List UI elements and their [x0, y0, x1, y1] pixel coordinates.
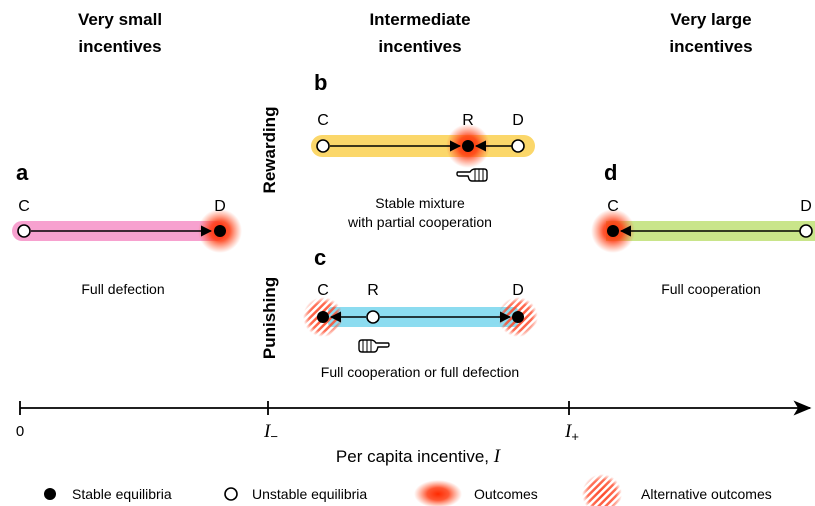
panel-c-pointing-hand-icon [358, 339, 390, 353]
header-mid-line1: Intermediate [369, 10, 470, 29]
panel-a-label: a [16, 160, 29, 185]
panel-d-left-label: C [607, 198, 619, 215]
panel-c-stable-right [512, 311, 524, 323]
panel-c-left-label: C [317, 282, 329, 299]
panel-a-left-label: C [18, 198, 30, 215]
panel-c-right-label: D [512, 282, 524, 299]
panel-b-label: b [314, 70, 327, 95]
panel-b-stable-point [462, 140, 474, 152]
panel-c-unstable-point [366, 310, 380, 324]
panel-b-caption-line1: Stable mixture [375, 195, 465, 211]
panel-a-caption: Full defection [81, 281, 164, 297]
panel-b-pointing-hand-icon [456, 168, 488, 182]
panel-b-right-label: D [512, 112, 524, 129]
panel-c-stable-left [317, 311, 329, 323]
panel-b-mid-label: R [462, 112, 474, 129]
panel-b-left-label: C [317, 112, 329, 129]
legend-alternative-label: Alternative outcomes [641, 486, 772, 502]
header-left-line1: Very small [78, 10, 162, 29]
legend-outcome-marker [414, 480, 462, 506]
axis-tick-label-plus: I+ [564, 421, 579, 444]
panel-c-mid-label: R [367, 282, 379, 299]
panel-b-caption-line2: with partial cooperation [347, 214, 492, 230]
legend-stable-label: Stable equilibria [72, 486, 172, 502]
legend-stable-marker [44, 488, 56, 500]
panel-b-unstable-right [511, 139, 525, 153]
panel-a-stable-point [214, 225, 226, 237]
legend-unstable-marker [224, 487, 238, 501]
axis-tick-label-minus: I− [263, 421, 278, 444]
header-mid-line2: incentives [378, 37, 461, 56]
header-right-line1: Very large [670, 10, 751, 29]
panel-c-caption: Full cooperation or full defection [321, 364, 519, 380]
legend-unstable-label: Unstable equilibria [252, 486, 367, 502]
legend-alternative-marker [582, 474, 622, 506]
legend-outcomes-label: Outcomes [474, 486, 538, 502]
panel-d-caption: Full cooperation [661, 281, 761, 297]
panel-d-label: d [604, 160, 617, 185]
panel-d-right-label: D [800, 198, 812, 215]
panel-d-stable-point [607, 225, 619, 237]
axis-title: Per capita incentive, I [336, 446, 502, 467]
panel-d-unstable-point [799, 224, 813, 238]
panel-b-unstable-left [316, 139, 330, 153]
header-left-line2: incentives [78, 37, 161, 56]
axis-tick-label-zero: 0 [16, 423, 24, 440]
panel-a-right-label: D [214, 198, 226, 215]
side-label-rewarding: Rewarding [260, 107, 279, 194]
header-right-line2: incentives [669, 37, 752, 56]
panel-c-label: c [314, 245, 326, 270]
side-label-punishing: Punishing [260, 277, 279, 359]
panel-a-unstable-point [17, 224, 31, 238]
